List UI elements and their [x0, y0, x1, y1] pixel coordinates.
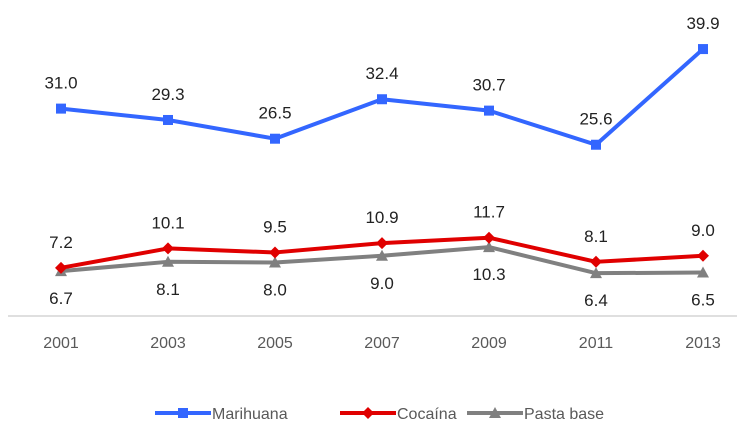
data-label-marihuana: 39.9: [686, 14, 719, 33]
series-cocaina: [55, 231, 709, 274]
data-label-pasta-base: 6.4: [584, 291, 608, 310]
data-label-cocaina: 10.9: [365, 208, 398, 227]
data-label-pasta-base: 6.7: [49, 289, 73, 308]
data-point-marihuana: [484, 105, 494, 116]
data-point-pasta-base: [590, 267, 602, 279]
data-label-marihuana: 30.7: [472, 76, 505, 95]
legend-label-cocaina: Cocaína: [397, 406, 457, 423]
data-point-marihuana: [163, 114, 173, 125]
data-point-marihuana: [698, 44, 708, 55]
legend: Marihuana Cocaína Pasta base: [155, 406, 604, 423]
data-label-marihuana: 25.6: [579, 110, 612, 129]
legend-label-pasta-base: Pasta base: [524, 406, 604, 423]
data-label-marihuana: 32.4: [365, 64, 398, 83]
data-label-pasta-base: 10.3: [472, 265, 505, 284]
x-tick-label: 2001: [43, 335, 79, 352]
data-point-cocaina: [55, 261, 67, 274]
data-point-pasta-base: [162, 255, 174, 267]
x-tick-label: 2007: [364, 335, 400, 352]
data-label-cocaina: 7.2: [49, 233, 73, 252]
data-point-pasta-base: [269, 256, 281, 268]
data-label-cocaina: 10.1: [151, 213, 184, 232]
data-point-cocaina: [376, 237, 388, 250]
data-point-cocaina: [483, 231, 495, 244]
legend-item-cocaina: Cocaína: [340, 406, 457, 423]
data-point-marihuana: [270, 133, 280, 144]
data-label-pasta-base: 8.0: [263, 280, 287, 299]
legend-marker-cocaina: [362, 407, 374, 419]
series-layer: [55, 44, 709, 279]
data-point-cocaina: [697, 249, 709, 262]
x-tick-label: 2009: [471, 335, 507, 352]
data-labels: 31.0 29.3 26.5 32.4 30.7 25.6 39.9 7.2 10.1 9.5 10…: [44, 14, 719, 310]
x-tick-label: 2013: [685, 335, 721, 352]
legend-item-marihuana: Marihuana: [155, 406, 288, 423]
data-point-cocaina: [162, 242, 174, 255]
legend-marker-marihuana: [178, 408, 188, 418]
series-marihuana: [56, 44, 708, 150]
data-label-cocaina: 9.5: [263, 217, 287, 236]
x-tick-label: 2003: [150, 335, 186, 352]
data-label-marihuana: 31.0: [44, 74, 77, 93]
data-label-marihuana: 29.3: [151, 85, 184, 104]
x-tick-label: 2005: [257, 335, 293, 352]
legend-label-marihuana: Marihuana: [212, 406, 288, 423]
data-point-cocaina: [269, 246, 281, 259]
data-point-cocaina: [590, 255, 602, 268]
x-tick-label: 2011: [579, 335, 614, 352]
data-label-marihuana: 26.5: [258, 104, 291, 123]
data-label-pasta-base: 6.5: [691, 291, 715, 310]
x-tick-labels: 2001 2003 2005 2007 2009 2011 2013: [43, 335, 721, 352]
data-point-marihuana: [377, 94, 387, 105]
data-label-cocaina: 11.7: [473, 203, 505, 222]
data-label-cocaina: 9.0: [691, 221, 715, 240]
data-label-pasta-base: 9.0: [370, 274, 394, 293]
data-point-marihuana: [56, 103, 66, 114]
legend-marker-pasta-base: [489, 407, 501, 418]
legend-item-pasta-base: Pasta base: [467, 406, 604, 423]
data-label-cocaina: 8.1: [584, 227, 608, 246]
data-point-pasta-base: [697, 266, 709, 278]
data-point-pasta-base: [483, 241, 495, 253]
data-label-pasta-base: 8.1: [156, 280, 180, 299]
data-point-pasta-base: [376, 249, 388, 261]
data-point-marihuana: [591, 139, 601, 150]
